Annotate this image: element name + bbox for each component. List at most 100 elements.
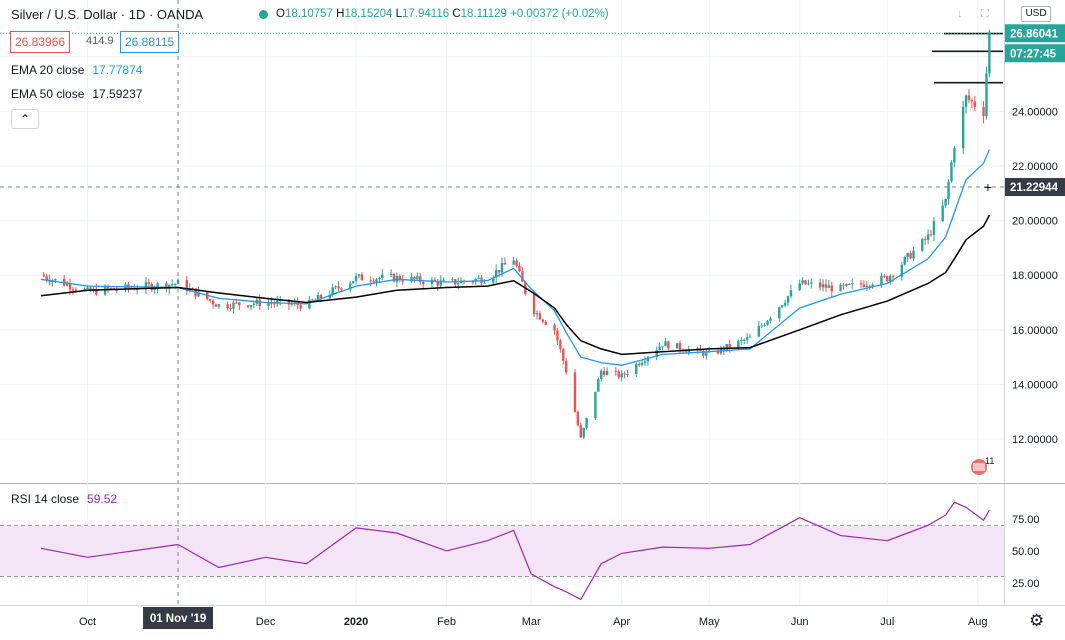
candle-body <box>372 281 375 283</box>
candle-body <box>334 286 337 288</box>
candle-body <box>807 283 810 285</box>
candle-body <box>316 294 320 301</box>
candle-body <box>541 319 545 322</box>
ohlc-values: O18.10757 H18.15204 L17.94116 C18.11129 … <box>276 8 609 20</box>
candle-body <box>331 287 334 295</box>
candle-body <box>392 274 396 282</box>
currency-button[interactable]: USD <box>1021 6 1051 22</box>
economic-events-icon[interactable]: 11 <box>967 455 1005 477</box>
candle-body <box>156 283 159 288</box>
candles <box>42 29 991 440</box>
candle-body <box>696 348 699 350</box>
candle-body <box>798 283 801 291</box>
buy-price-button[interactable]: 26.88115 <box>120 31 180 53</box>
candle-body <box>381 274 384 279</box>
time-tick-label: 2020 <box>344 616 368 628</box>
market-status-dot <box>259 10 268 19</box>
candle-body <box>661 346 664 348</box>
candle-body <box>71 289 75 291</box>
candle-body <box>249 305 253 308</box>
time-crosshair-bg <box>143 607 214 629</box>
candle-body <box>559 340 562 350</box>
time-tick-label: Mar <box>522 616 541 628</box>
candle-body <box>518 265 521 272</box>
open-label: O <box>276 8 285 20</box>
candle-body <box>217 304 221 307</box>
candle-body <box>83 289 86 291</box>
candle-body <box>970 99 974 102</box>
candle-body <box>556 330 559 341</box>
candle-body <box>748 336 752 338</box>
candle-body <box>535 313 539 315</box>
candle-body <box>287 299 291 305</box>
candle-body <box>953 148 956 163</box>
low-value: 17.94116 <box>402 8 450 20</box>
candle-body <box>173 283 177 285</box>
candle-body <box>827 285 831 288</box>
candle-body <box>667 341 670 349</box>
time-tick-label: Jun <box>791 616 809 628</box>
symbol-title[interactable]: Silver / U.S. Dollar · 1D · OANDA <box>11 7 204 22</box>
candle-body <box>594 391 597 418</box>
gear-icon[interactable]: ⚙ <box>1029 611 1045 630</box>
candle-body <box>42 275 45 277</box>
ema20-legend[interactable]: EMA 20 close 17.77874 <box>11 63 142 77</box>
candle-body <box>503 262 507 265</box>
candle-body <box>786 296 790 303</box>
ema20-line <box>40 149 990 366</box>
candle-body <box>655 350 658 358</box>
rsi-legend[interactable]: RSI 14 close 59.52 <box>11 492 117 506</box>
candle-body <box>229 307 232 309</box>
candle-body <box>929 234 933 236</box>
candle-body <box>389 274 393 276</box>
candle-body <box>65 283 69 286</box>
candle-body <box>865 285 869 287</box>
candle-body <box>973 101 977 108</box>
candle-body <box>737 340 740 348</box>
countdown-tag: 07:27:45 <box>1005 44 1065 63</box>
candle-body <box>605 370 609 375</box>
sell-price-button[interactable]: 26.83966 <box>10 31 71 53</box>
candle-body <box>416 276 419 280</box>
candle-body <box>760 325 763 327</box>
candle-body <box>252 303 256 306</box>
candle-body <box>419 276 422 282</box>
maximize-icon[interactable]: ⛶ <box>981 8 989 20</box>
candle-body <box>900 264 904 277</box>
price-tick-label: 16.00000 <box>1012 325 1058 337</box>
candle-body <box>757 326 761 337</box>
price-tick-label: 14.00000 <box>1012 379 1058 391</box>
price-tick-label: 22.00000 <box>1012 161 1058 173</box>
candle-body <box>646 357 650 362</box>
horizontal-lines <box>932 32 1003 84</box>
candle-body <box>477 277 480 279</box>
candle-body <box>246 305 250 308</box>
candle-body <box>109 288 113 290</box>
candle-body <box>600 370 603 379</box>
collapse-legend-button[interactable]: ⌃ <box>11 109 39 129</box>
candle-body <box>926 234 930 240</box>
candle-body <box>351 281 355 284</box>
candle-body <box>789 290 793 297</box>
candle-body <box>95 288 98 295</box>
ema50-legend[interactable]: EMA 50 close 17.59237 <box>11 87 142 101</box>
candle-body <box>232 302 235 309</box>
time-tick-label: Jul <box>880 616 894 628</box>
rsi-value: 59.52 <box>87 492 118 506</box>
candle-body <box>941 205 944 221</box>
candle-body <box>413 277 416 280</box>
candle-body <box>626 373 629 375</box>
candle-body <box>664 341 667 347</box>
candle-body <box>494 270 498 278</box>
add-alert-icon[interactable]: + <box>984 179 992 195</box>
candle-body <box>845 283 848 286</box>
candle-body <box>401 280 404 282</box>
candle-body <box>442 279 445 281</box>
candle-body <box>299 305 302 309</box>
time-crosshair-tag: 01 Nov '19 <box>143 607 214 629</box>
candle-body <box>214 304 218 307</box>
arrow-down-icon[interactable]: ↓ <box>957 8 963 20</box>
candle-body <box>614 370 618 372</box>
